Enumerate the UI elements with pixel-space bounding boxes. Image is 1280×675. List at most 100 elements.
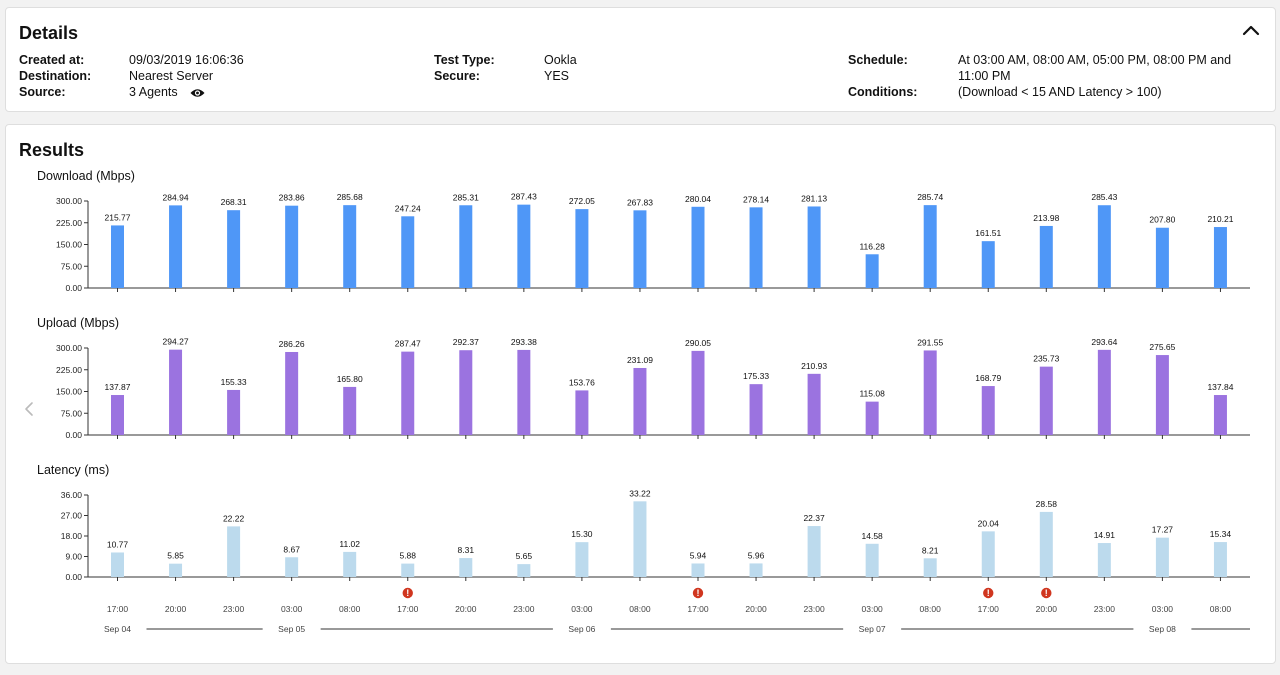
x-time-label: 03:00 [281, 604, 303, 614]
download-bar [343, 205, 357, 288]
chevron-up-icon[interactable] [1241, 22, 1261, 38]
upload-data-label: 290.05 [685, 338, 711, 348]
x-date-label: Sep 04 [104, 624, 131, 634]
x-time-label: 23:00 [1094, 604, 1116, 614]
details-title: Details [19, 23, 79, 43]
download-data-label: 210.21 [1207, 214, 1233, 224]
download-data-label: 161.51 [975, 228, 1001, 238]
upload-bar [749, 384, 763, 435]
latency-bar [1039, 511, 1053, 577]
x-time-label: 08:00 [629, 604, 651, 614]
x-time-label: 23:00 [803, 604, 825, 614]
x-time-label: 20:00 [1036, 604, 1058, 614]
upload-bar [691, 350, 705, 435]
destination-label: Destination: [19, 69, 92, 83]
latency-data-label: 14.91 [1094, 530, 1116, 540]
latency-data-label: 10.77 [107, 539, 129, 549]
latency-data-label: 5.96 [748, 550, 765, 560]
download-bar [807, 206, 821, 288]
download-bar [575, 209, 589, 288]
download-bar [517, 204, 531, 288]
latency-bar [1097, 543, 1111, 577]
upload-bar [865, 401, 879, 435]
upload-data-label: 235.73 [1033, 354, 1059, 364]
schedule-label: Schedule: [848, 53, 908, 67]
download-bar [923, 205, 937, 288]
download-data-label: 281.13 [801, 193, 827, 203]
download-bar [749, 207, 763, 288]
latency-data-label: 8.21 [922, 545, 939, 555]
latency-data-label: 17.27 [1152, 525, 1174, 535]
latency-data-label: 8.67 [283, 544, 300, 554]
upload-bar [111, 395, 124, 435]
download-bar [981, 241, 995, 288]
source-value: 3 Agents [129, 85, 178, 99]
upload-data-label: 137.87 [105, 382, 131, 392]
x-time-label: 20:00 [165, 604, 187, 614]
latency-data-label: 22.22 [223, 513, 245, 523]
latency-data-label: 5.85 [167, 551, 184, 561]
x-time-label: 03:00 [1152, 604, 1174, 614]
results-title: Results [19, 140, 85, 160]
upload-data-label: 231.09 [627, 355, 653, 365]
x-time-label: 17:00 [107, 604, 129, 614]
download-data-label: 278.14 [743, 194, 769, 204]
x-time-label: 08:00 [920, 604, 942, 614]
download-data-label: 116.28 [859, 241, 885, 251]
x-time-label: 17:00 [397, 604, 419, 614]
x-time-label: 20:00 [745, 604, 767, 614]
created-at-value: 09/03/2019 16:06:36 [129, 53, 244, 67]
latency-data-label: 5.65 [516, 551, 533, 561]
x-time-label: 20:00 [455, 604, 477, 614]
latency-bar [633, 501, 647, 577]
upload-y-tick-label: 225.00 [56, 365, 82, 375]
latency-bar [111, 552, 124, 577]
download-bar [1097, 205, 1111, 288]
download-chart-title: Download (Mbps) [37, 169, 135, 183]
latency-bar [749, 563, 763, 577]
chevron-left-icon[interactable] [23, 401, 35, 417]
test-type-value: Ookla [544, 53, 577, 67]
upload-bar [343, 386, 357, 435]
upload-data-label: 165.80 [337, 374, 363, 384]
upload-data-label: 153.76 [569, 377, 595, 387]
conditions-value: (Download < 15 AND Latency > 100) [958, 85, 1162, 99]
upload-bar [633, 367, 647, 435]
x-date-label: Sep 05 [278, 624, 305, 634]
download-data-label: 267.83 [627, 197, 653, 207]
download-y-tick-label: 75.00 [61, 261, 83, 271]
latency-data-label: 15.34 [1210, 529, 1232, 539]
schedule-value-line2: 11:00 PM [958, 69, 1011, 83]
eye-icon[interactable] [190, 88, 205, 98]
latency-y-tick-label: 0.00 [65, 572, 82, 582]
download-bar [865, 254, 879, 288]
latency-y-tick-label: 9.00 [65, 552, 82, 562]
secure-value: YES [544, 69, 570, 83]
download-y-tick-label: 0.00 [65, 283, 82, 293]
upload-bar [1155, 355, 1169, 435]
upload-y-tick-label: 300.00 [56, 343, 82, 353]
upload-bar [981, 386, 995, 435]
alert-icon-mark: ! [1045, 588, 1048, 598]
upload-data-label: 275.65 [1149, 342, 1175, 352]
upload-data-label: 292.37 [453, 337, 479, 347]
download-data-label: 285.31 [453, 192, 479, 202]
download-bar [111, 225, 124, 288]
latency-bar [807, 526, 821, 577]
download-bar [691, 206, 705, 288]
alert-icon [983, 587, 994, 599]
latency-y-tick-label: 36.00 [61, 490, 83, 500]
latency-bar [865, 543, 879, 577]
latency-data-label: 20.04 [978, 518, 1000, 528]
latency-bar [1213, 542, 1227, 577]
latency-y-tick-label: 18.00 [61, 531, 83, 541]
download-data-label: 207.80 [1149, 215, 1175, 225]
upload-bar [227, 389, 241, 435]
alert-icon [1041, 587, 1052, 599]
latency-bar [227, 526, 241, 577]
download-data-label: 285.68 [337, 192, 363, 202]
upload-bar [459, 350, 473, 435]
latency-bar [343, 551, 357, 577]
latency-bar [169, 563, 183, 577]
